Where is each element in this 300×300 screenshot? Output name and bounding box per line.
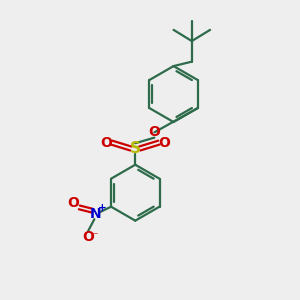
Text: O: O [100, 136, 112, 150]
Text: +: + [98, 203, 107, 213]
Text: O: O [82, 230, 94, 244]
Text: O: O [158, 136, 170, 150]
Text: S: S [130, 141, 141, 156]
Text: ⁻: ⁻ [92, 230, 98, 243]
Text: N: N [90, 207, 102, 221]
Text: O: O [68, 196, 80, 210]
Text: O: O [148, 125, 160, 139]
